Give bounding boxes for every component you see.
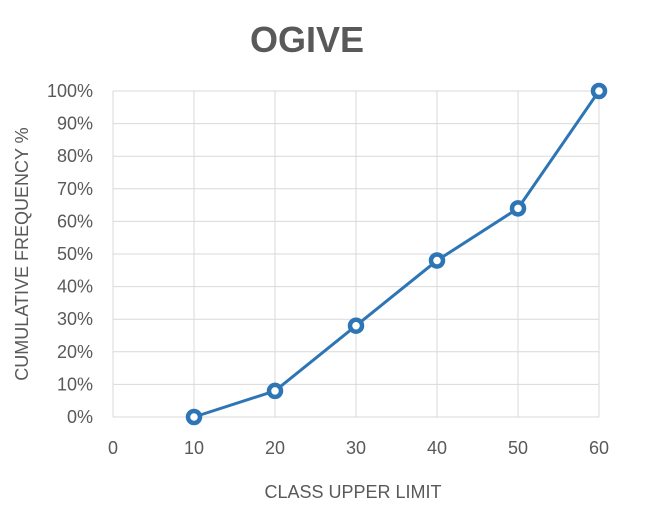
y-tick-label: 100% xyxy=(47,81,93,101)
x-tick-label: 30 xyxy=(346,438,366,458)
y-tick-label: 90% xyxy=(57,114,93,134)
y-tick-label: 30% xyxy=(57,309,93,329)
x-axis-label: CLASS UPPER LIMIT xyxy=(264,482,441,502)
data-point xyxy=(185,408,203,426)
y-tick-label: 10% xyxy=(57,374,93,394)
y-tick-label: 70% xyxy=(57,179,93,199)
data-point xyxy=(428,252,446,269)
y-tick-label: 40% xyxy=(57,277,93,297)
x-axis-ticks: 0 10 20 30 40 50 60 xyxy=(108,438,609,458)
x-tick-label: 0 xyxy=(108,438,118,458)
y-tick-label: 0% xyxy=(67,407,93,427)
y-axis-label: CUMULATIVE FREQUENCY % xyxy=(12,127,32,380)
series-layer xyxy=(185,82,608,426)
x-tick-label: 60 xyxy=(589,438,609,458)
y-tick-label: 80% xyxy=(57,146,93,166)
y-axis-ticks: 0% 10% 20% 30% 40% 50% 60% 70% 80% 90% 100% xyxy=(47,81,93,427)
chart-title: OGIVE xyxy=(250,19,364,60)
gridlines xyxy=(112,90,600,418)
data-point xyxy=(266,382,284,400)
x-tick-label: 40 xyxy=(427,438,447,458)
data-point xyxy=(509,200,527,217)
series-line xyxy=(193,90,601,419)
x-tick-label: 10 xyxy=(184,438,204,458)
x-tick-label: 20 xyxy=(265,438,285,458)
x-tick-label: 50 xyxy=(508,438,528,458)
data-point xyxy=(590,82,608,100)
y-tick-label: 50% xyxy=(57,244,93,264)
data-point xyxy=(347,317,365,334)
y-tick-label: 20% xyxy=(57,342,93,362)
y-tick-label: 60% xyxy=(57,211,93,231)
